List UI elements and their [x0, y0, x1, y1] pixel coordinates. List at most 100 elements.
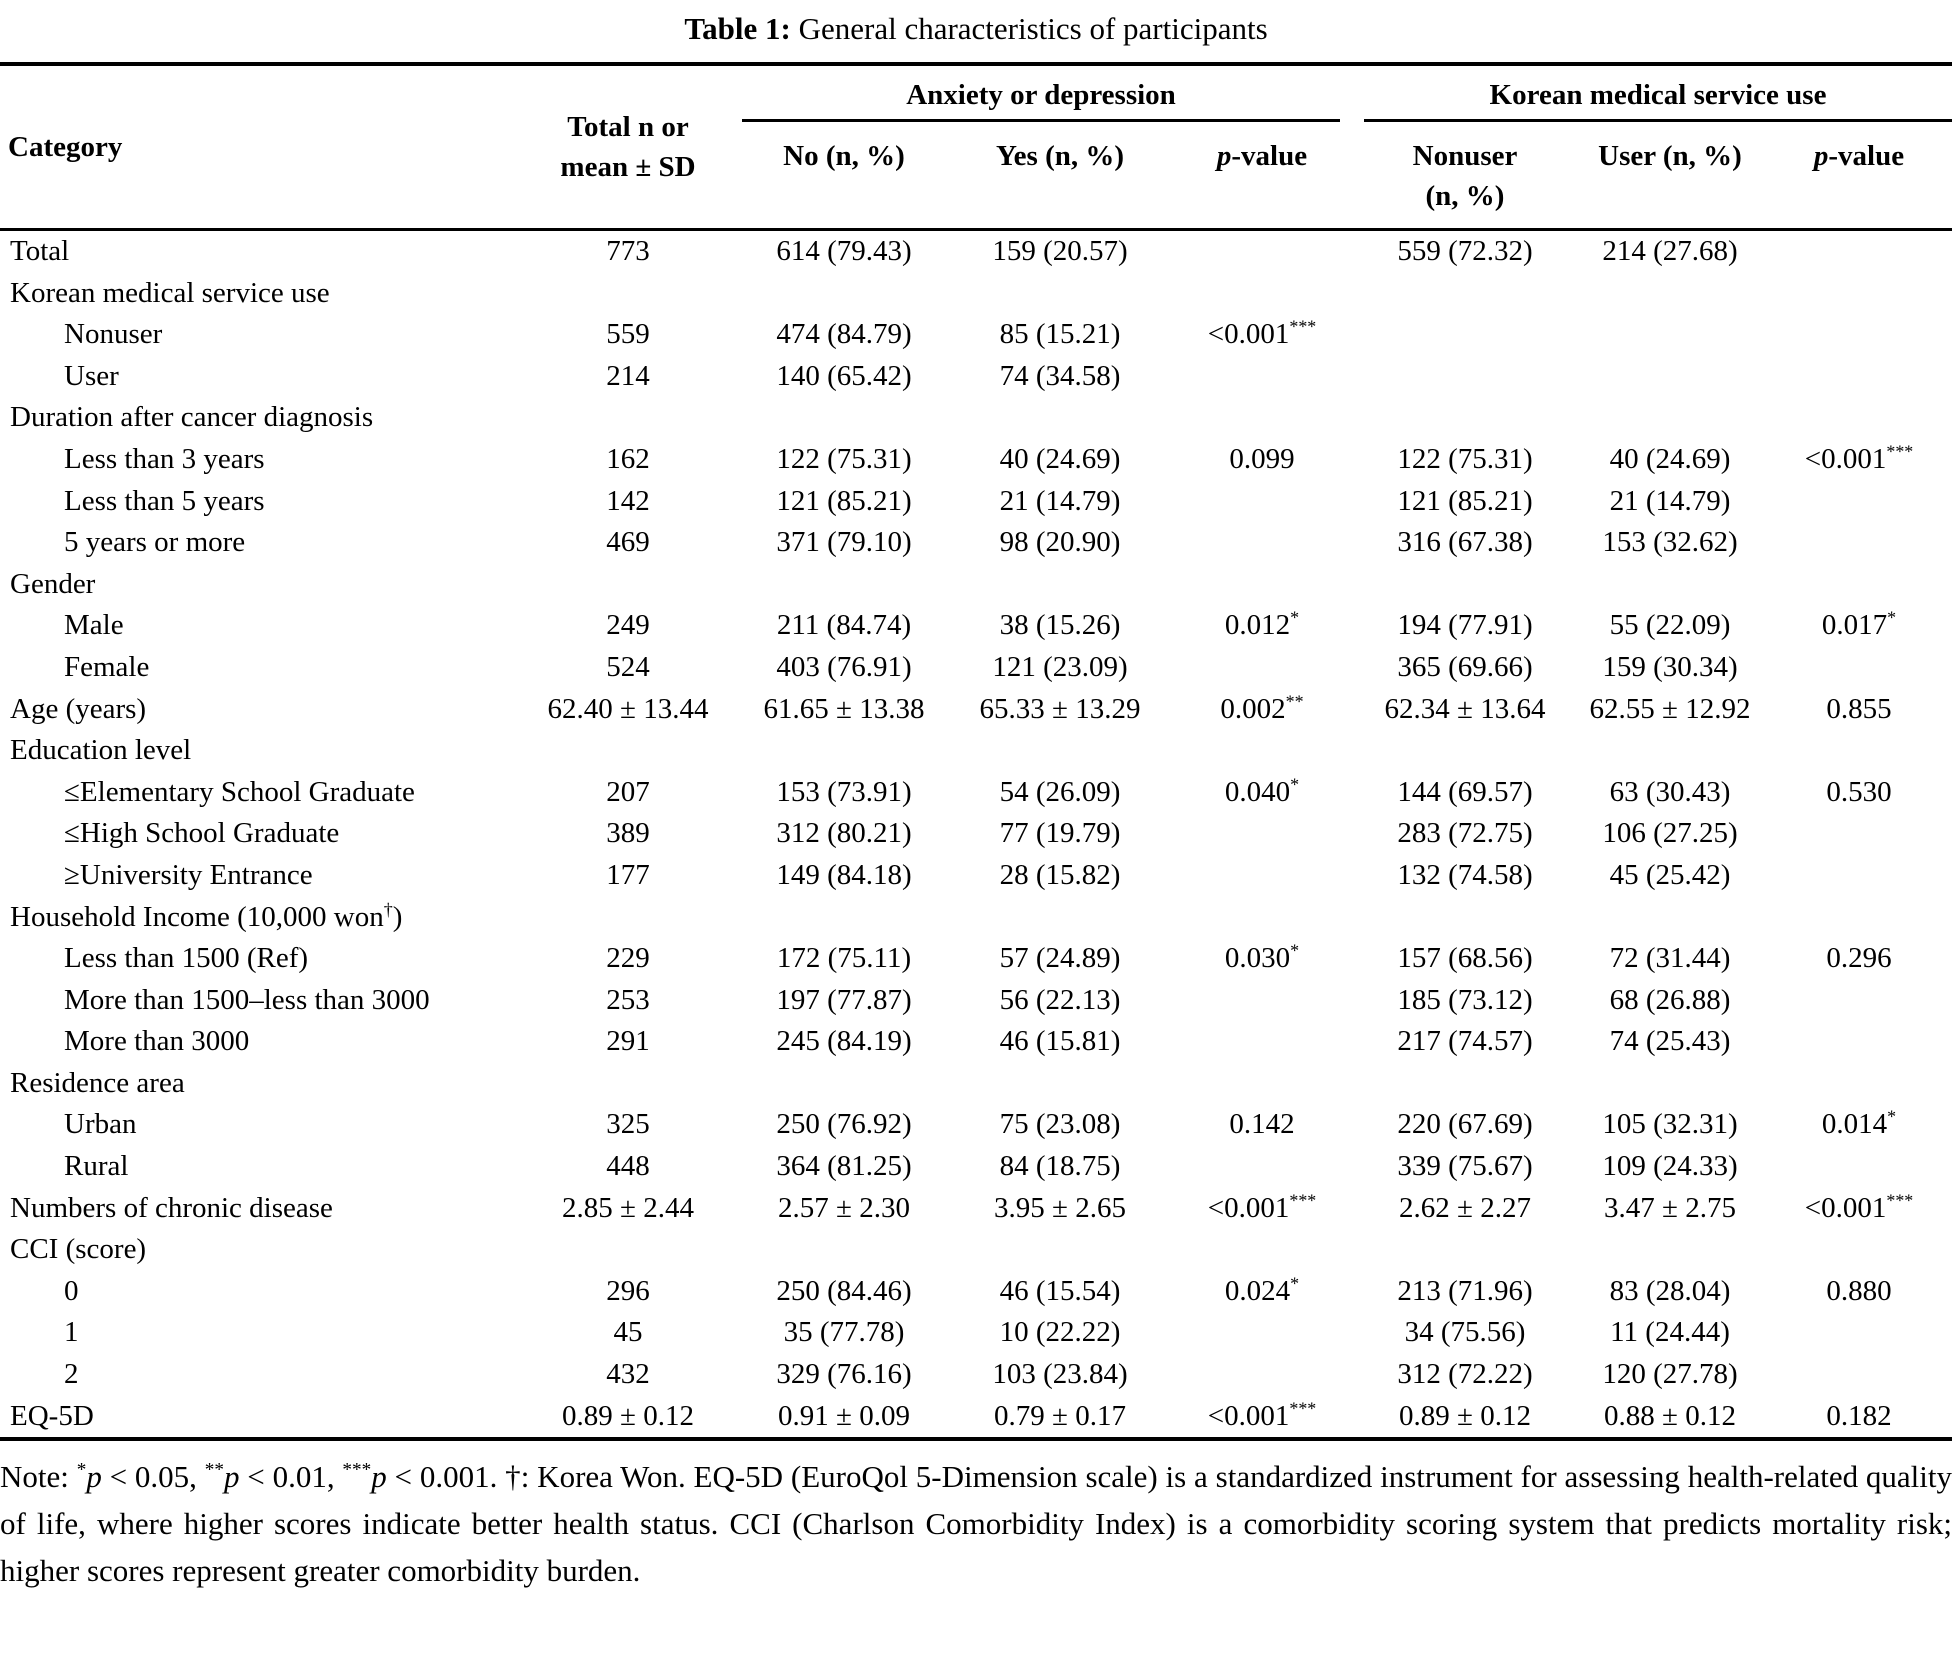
- value-cell: <0.001***: [1207, 1397, 1317, 1432]
- value-cell: [1766, 1021, 1952, 1063]
- value-cell: 469: [606, 526, 650, 559]
- value-cell: [1168, 397, 1356, 439]
- value-cell: 0.296: [1826, 942, 1892, 975]
- value-cell: [1574, 1229, 1766, 1271]
- value-cell: 103 (23.84): [992, 1358, 1128, 1391]
- table-row: Less than 3 years 162 122 (75.31) 40 (24.69…: [0, 439, 1952, 481]
- value-cell: [1574, 273, 1766, 315]
- category-cell: Less than 3 years: [64, 442, 265, 475]
- value-cell: 72 (31.44): [1609, 942, 1731, 975]
- value-cell: 2.85 ± 2.44: [562, 1191, 694, 1224]
- value-cell: [520, 1229, 736, 1271]
- value-cell: [1574, 1063, 1766, 1105]
- value-cell: [1168, 273, 1356, 315]
- value-cell: [1356, 273, 1574, 315]
- value-cell: 0.142: [1229, 1108, 1295, 1141]
- category-cell: ≥University Entrance: [64, 858, 313, 891]
- table-row: Less than 1500 (Ref) 229 172 (75.11) 57 (24…: [0, 938, 1952, 980]
- value-cell: 10 (22.22): [999, 1316, 1121, 1349]
- value-cell: 213 (71.96): [1397, 1274, 1533, 1307]
- value-cell: 448: [606, 1150, 650, 1183]
- value-cell: [952, 397, 1168, 439]
- value-cell: 62.55 ± 12.92: [1589, 692, 1751, 725]
- value-cell: 432: [606, 1358, 650, 1391]
- value-cell: [736, 897, 952, 939]
- table-row: Numbers of chronic disease 2.85 ± 2.44 2.5…: [0, 1188, 1952, 1230]
- value-cell: 0.040*: [1224, 774, 1300, 808]
- category-header: Category: [8, 131, 123, 163]
- value-cell: 0.099: [1229, 442, 1295, 475]
- table-title-label: Table 1:: [684, 11, 791, 46]
- value-cell: [1766, 1229, 1952, 1271]
- category-cell: 5 years or more: [64, 526, 246, 559]
- value-cell: 0.855: [1826, 692, 1892, 725]
- value-cell: 68 (26.88): [1609, 983, 1731, 1016]
- value-cell: 0.024*: [1224, 1273, 1300, 1307]
- value-cell: [1168, 230, 1356, 273]
- value-cell: 149 (84.18): [776, 858, 912, 891]
- value-cell: 3.47 ± 2.75: [1604, 1191, 1736, 1224]
- value-cell: 249: [606, 609, 650, 642]
- category-cell: Household Income (10,000 won†): [10, 898, 403, 933]
- value-cell: 46 (15.81): [999, 1025, 1121, 1058]
- value-cell: [1168, 1146, 1356, 1188]
- value-cell: 122 (75.31): [1397, 442, 1533, 475]
- header-row-columns: No (n, %) Yes (n, %) p-value Nonuser (n,…: [0, 122, 1952, 230]
- value-cell: 57 (24.89): [999, 942, 1121, 975]
- value-cell: [1356, 1229, 1574, 1271]
- category-cell: Duration after cancer diagnosis: [10, 401, 374, 434]
- category-cell: ≤High School Graduate: [64, 817, 340, 850]
- value-cell: 559 (72.32): [1397, 235, 1533, 267]
- value-cell: [520, 1063, 736, 1105]
- value-cell: 140 (65.42): [776, 359, 912, 392]
- value-cell: 253: [606, 983, 650, 1016]
- value-cell: 474 (84.79): [776, 318, 912, 351]
- value-cell: [1356, 564, 1574, 606]
- value-cell: [1168, 481, 1356, 523]
- table-row: CCI (score): [0, 1229, 1952, 1271]
- value-cell: [1766, 813, 1952, 855]
- value-cell: [1766, 1312, 1952, 1354]
- value-cell: <0.001***: [1207, 1190, 1317, 1224]
- value-cell: 45: [613, 1316, 643, 1349]
- value-cell: 162: [606, 442, 650, 475]
- value-cell: [736, 397, 952, 439]
- value-cell: 142: [606, 484, 650, 517]
- value-cell: [1168, 1229, 1356, 1271]
- value-cell: [952, 730, 1168, 772]
- category-cell: 2: [64, 1358, 79, 1391]
- value-cell: [736, 273, 952, 315]
- value-cell: [1168, 855, 1356, 897]
- value-cell: [1356, 730, 1574, 772]
- table-row: Less than 5 years 142 121 (85.21) 21 (14.79…: [0, 481, 1952, 523]
- value-cell: 28 (15.82): [999, 858, 1121, 891]
- value-cell: [1168, 730, 1356, 772]
- no-column-header: No (n, %): [783, 140, 905, 172]
- value-cell: 121 (85.21): [1397, 484, 1533, 517]
- value-cell: [1574, 897, 1766, 939]
- value-cell: [1766, 356, 1952, 398]
- category-cell: Urban: [64, 1108, 137, 1141]
- value-cell: 0.88 ± 0.12: [1604, 1399, 1736, 1432]
- value-cell: 283 (72.75): [1397, 817, 1533, 850]
- value-cell: 291: [606, 1025, 650, 1058]
- value-cell: 63 (30.43): [1609, 775, 1731, 808]
- category-cell: ≤Elementary School Graduate: [64, 775, 415, 808]
- table-row: EQ-5D 0.89 ± 0.12 0.91 ± 0.09 0.79 ± 0.17 <0…: [0, 1396, 1952, 1440]
- value-cell: [520, 273, 736, 315]
- table-row: 2 432 329 (76.16) 103 (23.84) 312 (72.22) 120…: [0, 1354, 1952, 1396]
- value-cell: [1766, 522, 1952, 564]
- value-cell: 121 (23.09): [992, 650, 1128, 683]
- value-cell: 773: [606, 235, 650, 267]
- value-cell: [1766, 730, 1952, 772]
- value-cell: 21 (14.79): [999, 484, 1121, 517]
- value-cell: 159 (30.34): [1602, 650, 1738, 683]
- value-cell: 122 (75.31): [776, 442, 912, 475]
- table-row: More than 3000 291 245 (84.19) 46 (15.81) 21…: [0, 1021, 1952, 1063]
- value-cell: 98 (20.90): [999, 526, 1121, 559]
- value-cell: 403 (76.91): [776, 650, 912, 683]
- value-cell: 0.182: [1826, 1399, 1892, 1432]
- value-cell: 0.89 ± 0.12: [562, 1399, 694, 1432]
- table-row: Household Income (10,000 won†): [0, 897, 1952, 939]
- value-cell: 312 (72.22): [1397, 1358, 1533, 1391]
